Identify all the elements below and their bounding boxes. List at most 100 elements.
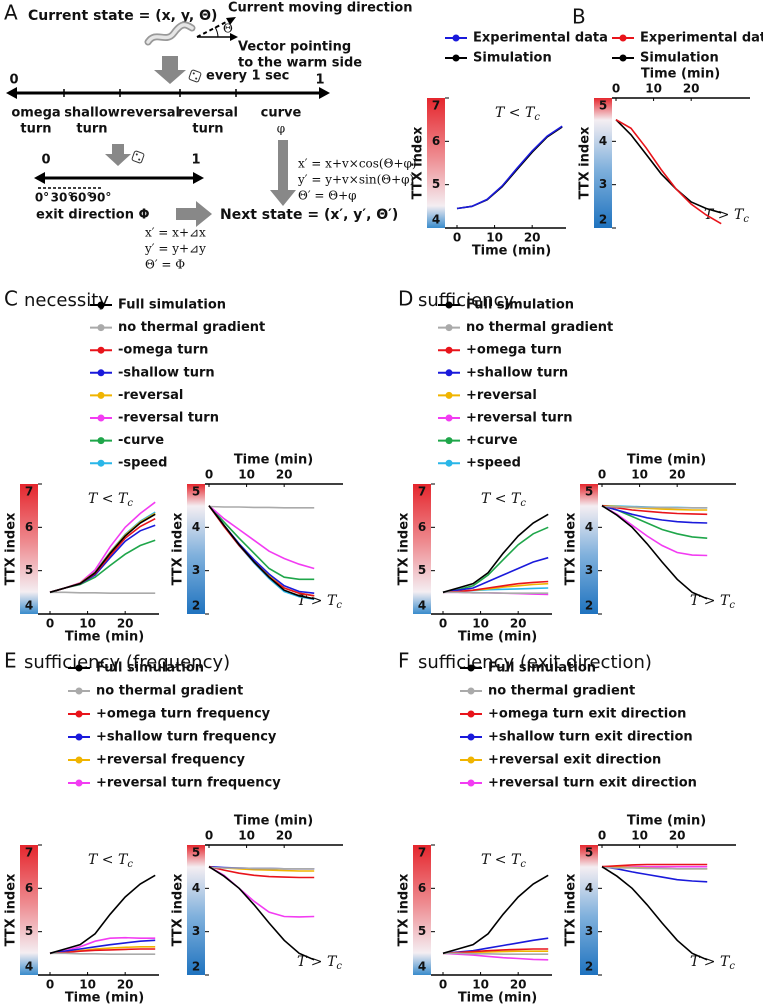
legend-label: -reversal bbox=[118, 388, 183, 403]
legend-item: Full simulation bbox=[460, 661, 596, 676]
behavior: turn bbox=[20, 122, 51, 137]
x-axis-label: Time (min) bbox=[458, 991, 537, 1005]
y-tick-label: 4 bbox=[192, 520, 200, 534]
legend-marker bbox=[445, 391, 453, 399]
y-tick-label: 3 bbox=[585, 563, 593, 577]
series-line bbox=[601, 866, 708, 961]
legend-label: Full simulation bbox=[488, 661, 596, 676]
y-tick-label: 4 bbox=[585, 520, 593, 534]
annotation: T < Tc bbox=[88, 852, 133, 870]
annotation-main: T < T bbox=[481, 491, 522, 507]
x-tick-label: 0 bbox=[46, 617, 54, 631]
legend-item: +omega turn frequency bbox=[68, 707, 271, 722]
series-line bbox=[208, 505, 315, 581]
legend-item: -reversal bbox=[90, 388, 183, 403]
y-tick-label: 5 bbox=[585, 485, 593, 499]
legend-label: +curve bbox=[466, 433, 518, 448]
scale-end: 1 bbox=[315, 73, 324, 88]
x-tick-label: 20 bbox=[669, 829, 686, 843]
series-line bbox=[208, 505, 315, 509]
legend-item: Full simulation bbox=[68, 661, 204, 676]
arrowhead bbox=[319, 87, 330, 99]
y-tick-label: 2 bbox=[585, 960, 593, 974]
flow-arrow bbox=[154, 56, 186, 84]
series-line bbox=[49, 948, 156, 955]
legend-marker bbox=[467, 733, 475, 741]
legend-item: +reversal exit direction bbox=[460, 753, 661, 768]
y-tick-label: 3 bbox=[192, 563, 200, 577]
angle-label: 0° bbox=[35, 191, 49, 205]
x-tick-label: 0 bbox=[205, 468, 213, 482]
series-line bbox=[601, 505, 708, 509]
behavior: shallow bbox=[64, 106, 120, 121]
y-tick-label: 3 bbox=[585, 924, 593, 938]
y-tick-label: 4 bbox=[25, 960, 33, 974]
x-axis-label: Time (min) bbox=[472, 244, 551, 259]
annotation: T < Tc bbox=[88, 491, 133, 509]
series-line bbox=[442, 874, 549, 955]
x-tick-label: 20 bbox=[510, 978, 527, 992]
legend-item: -shallow turn bbox=[90, 365, 215, 380]
series-line bbox=[601, 865, 708, 883]
legend-label: Experimental data bbox=[640, 31, 763, 46]
x-tick-label: 0 bbox=[612, 82, 620, 96]
legend-item: +omega turn exit direction bbox=[460, 707, 686, 722]
series-line bbox=[442, 580, 549, 594]
y-tick-label: 7 bbox=[25, 485, 33, 499]
exit-direction: exit direction Φ bbox=[36, 208, 150, 223]
exit-scale-start: 0 bbox=[41, 153, 50, 168]
x-tick-label: 10 bbox=[472, 978, 489, 992]
y-tick-label: 6 bbox=[25, 881, 33, 895]
series-line bbox=[442, 948, 549, 955]
legend-marker bbox=[97, 346, 105, 354]
y-tick-label: 6 bbox=[432, 134, 440, 148]
legend-marker bbox=[75, 687, 83, 695]
series-line bbox=[443, 952, 549, 955]
series-line bbox=[601, 504, 708, 516]
y-axis-label: TTX index bbox=[411, 126, 426, 199]
legend-item: -curve bbox=[90, 433, 164, 448]
series-line bbox=[208, 865, 315, 879]
annotation-subscript: c bbox=[534, 112, 540, 123]
x-tick-label: 10 bbox=[238, 468, 255, 482]
y-tick-label: 4 bbox=[418, 960, 426, 974]
x-tick-label: 10 bbox=[631, 468, 648, 482]
legend-marker bbox=[467, 687, 475, 695]
y-tick-label: 5 bbox=[25, 563, 33, 577]
legend-item: +omega turn bbox=[438, 343, 562, 358]
dice-dot bbox=[138, 158, 141, 161]
series-line bbox=[615, 119, 722, 225]
x-tick-label: 10 bbox=[238, 829, 255, 843]
legend-item: no thermal gradient bbox=[438, 320, 613, 335]
y-tick-label: 2 bbox=[192, 960, 200, 974]
x-tick-label: 0 bbox=[453, 231, 461, 245]
legend-label: +reversal frequency bbox=[96, 753, 246, 768]
legend-label: -omega turn bbox=[118, 343, 208, 358]
legend-item: +reversal turn exit direction bbox=[460, 776, 697, 791]
series-line bbox=[615, 119, 722, 214]
y-tick-label: 5 bbox=[418, 563, 426, 577]
series-line bbox=[601, 505, 708, 600]
series-line bbox=[208, 505, 315, 600]
annotation-subscript: c bbox=[127, 859, 133, 870]
legend-marker bbox=[445, 437, 453, 445]
legend-marker bbox=[467, 664, 475, 672]
legend-item: +reversal frequency bbox=[68, 753, 246, 768]
current-state: Current state = (x, y, Θ) bbox=[28, 8, 217, 24]
legend-item: +shallow turn frequency bbox=[68, 730, 277, 745]
y-axis-label: TTX index bbox=[397, 873, 412, 946]
series-line bbox=[49, 501, 156, 594]
dividers bbox=[63, 89, 237, 97]
legend-label: +omega turn frequency bbox=[96, 707, 271, 722]
legend-marker bbox=[452, 54, 460, 62]
series-line bbox=[601, 505, 708, 557]
legend-item: Full simulation bbox=[438, 298, 574, 313]
legend-label: +shallow turn exit direction bbox=[488, 730, 693, 745]
y-axis-label: TTX index bbox=[564, 512, 579, 585]
dice-body bbox=[131, 150, 145, 164]
x-tick-label: 0 bbox=[46, 978, 54, 992]
legend-label: +reversal bbox=[466, 388, 537, 403]
y-tick-label: 4 bbox=[192, 881, 200, 895]
